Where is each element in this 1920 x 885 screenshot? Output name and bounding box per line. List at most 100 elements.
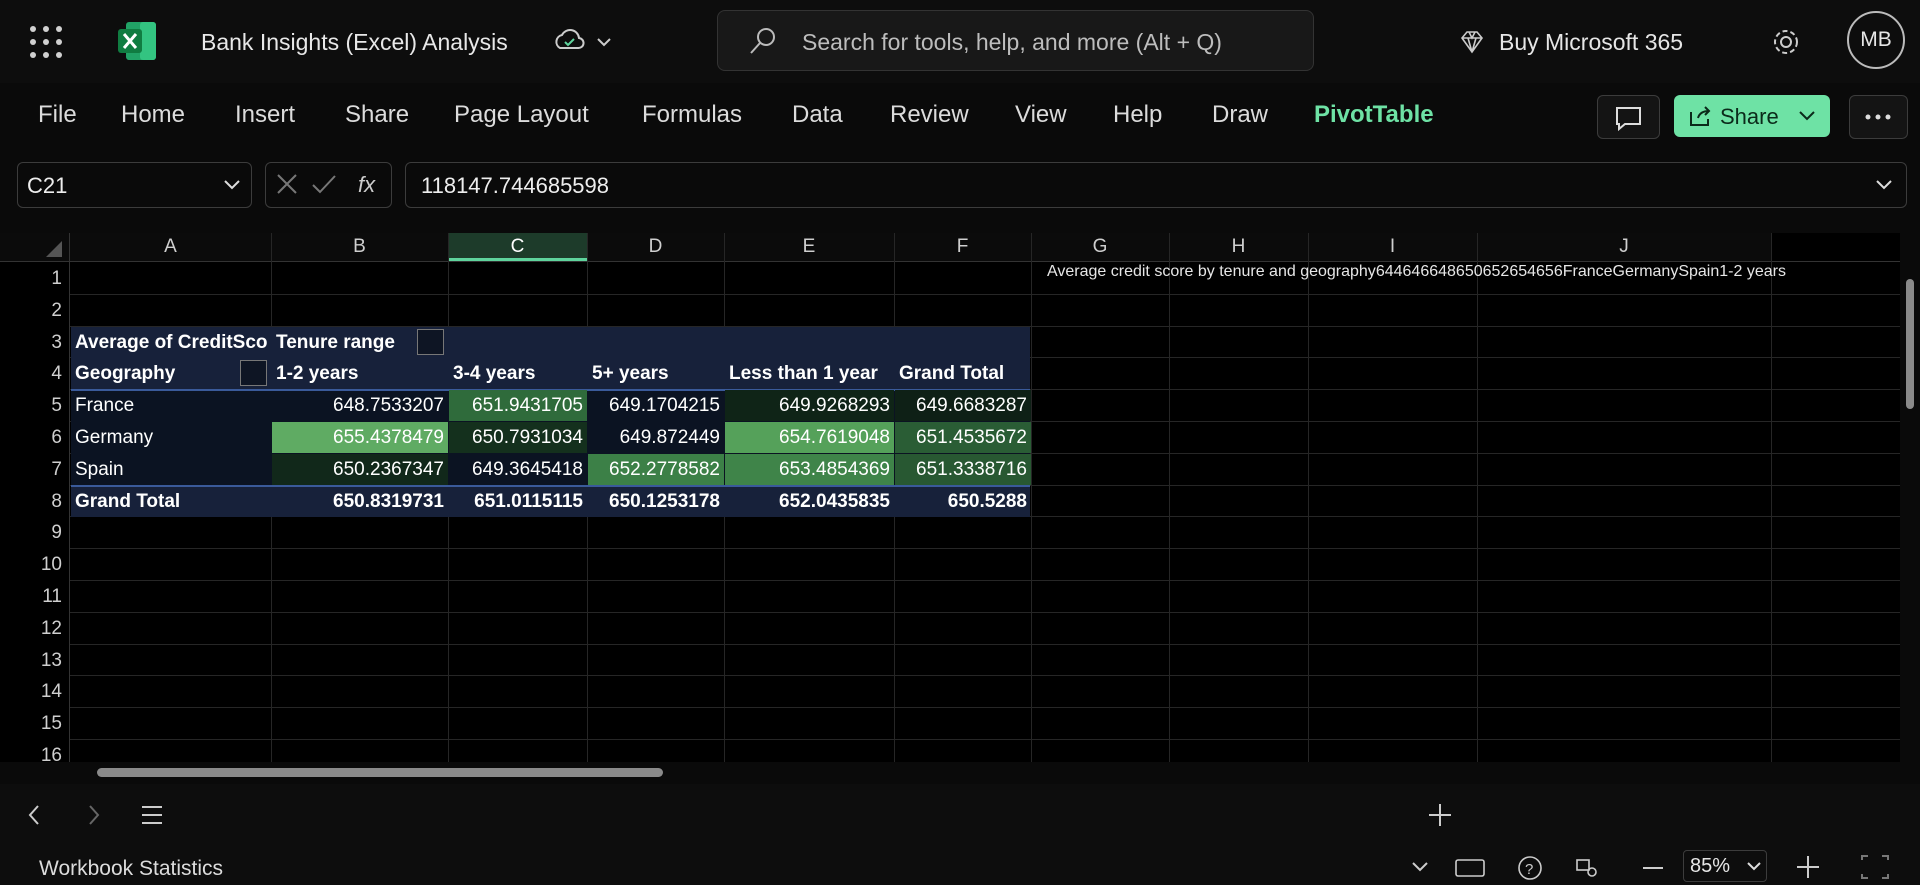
cell[interactable]: 649.3645418 — [472, 458, 583, 480]
ribbon-tab[interactable]: PivotTable — [1314, 101, 1434, 128]
cell[interactable]: Average of CreditSco — [75, 331, 268, 353]
ribbon-tab[interactable]: Insert — [235, 101, 296, 128]
column-header[interactable]: A — [70, 233, 271, 261]
settings-button[interactable] — [1770, 26, 1802, 58]
workbook-statistics[interactable]: Workbook Statistics — [39, 857, 224, 880]
more-button[interactable] — [1849, 95, 1908, 139]
cell[interactable]: 651.0115115 — [474, 490, 583, 512]
cell[interactable]: 650.8319731 — [333, 490, 444, 512]
column-gridline — [1771, 233, 1772, 762]
cell[interactable]: 655.4378479 — [272, 422, 448, 453]
cell[interactable]: 1-2 years — [276, 363, 359, 385]
row-filter-button[interactable] — [240, 360, 267, 387]
cell[interactable]: 653.4854369 — [725, 453, 894, 485]
row-header[interactable]: 8 — [51, 490, 62, 512]
row-header[interactable]: 9 — [51, 522, 62, 544]
cell[interactable]: 650.1253178 — [609, 490, 720, 512]
search-placeholder[interactable]: Search for tools, help, and more (Alt + … — [802, 29, 1222, 55]
column-header[interactable]: D — [587, 233, 724, 261]
add-sheet[interactable] — [1425, 800, 1455, 830]
ribbon-tab[interactable]: Page Layout — [454, 101, 589, 128]
cell[interactable]: 649.872449 — [619, 427, 720, 448]
cell[interactable]: 649.9268293 — [725, 390, 894, 422]
column-header[interactable]: I — [1308, 233, 1477, 261]
cell[interactable]: 650.7931034 — [449, 422, 587, 453]
column-header[interactable]: E — [724, 233, 894, 261]
formula-input[interactable]: 118147.744685598 — [405, 162, 1907, 208]
row-header[interactable]: 16 — [40, 745, 62, 762]
column-header[interactable]: C — [448, 233, 587, 261]
excel-logo — [118, 22, 156, 60]
vertical-scrollbar[interactable] — [1900, 261, 1920, 762]
cell[interactable]: 652.0435835 — [779, 490, 890, 512]
cell[interactable]: 3-4 years — [453, 363, 536, 385]
y-tick-label: 650 — [1455, 263, 1483, 280]
comments-button[interactable] — [1597, 95, 1660, 139]
chart[interactable]: Average credit score by tenure and geogr… — [1047, 263, 1786, 281]
ribbon-tab[interactable]: Data — [792, 101, 843, 128]
column-filter-button[interactable] — [417, 328, 444, 355]
column-header[interactable]: G — [1031, 233, 1169, 261]
share-button[interactable]: Share — [1674, 95, 1830, 137]
column-header[interactable]: F — [894, 233, 1031, 261]
row-header[interactable]: 15 — [40, 713, 62, 735]
buy-link[interactable]: Buy Microsoft 365 — [1499, 29, 1684, 55]
column-header[interactable]: H — [1169, 233, 1308, 261]
formula-expand[interactable] — [1874, 177, 1894, 193]
cell[interactable]: Spain — [75, 458, 124, 480]
ribbon-tab[interactable]: View — [1015, 101, 1067, 128]
cell[interactable]: 650.2367347 — [272, 453, 448, 485]
workbook-title[interactable]: Bank Insights (Excel) Analysis — [201, 29, 508, 55]
cell[interactable]: 648.7533207 — [333, 395, 444, 417]
row-header[interactable]: 11 — [42, 586, 62, 607]
row-header[interactable]: 3 — [51, 331, 62, 353]
cell[interactable]: Geography — [75, 363, 176, 385]
cell[interactable]: 649.1704215 — [609, 395, 720, 417]
cell[interactable]: 5+ years — [592, 363, 669, 385]
row-header[interactable]: 14 — [40, 681, 62, 703]
row-header[interactable]: 6 — [51, 427, 62, 448]
app-launcher[interactable] — [28, 24, 64, 60]
row-header[interactable]: 7 — [51, 458, 62, 480]
row-header[interactable]: 2 — [51, 299, 62, 321]
row-gridline — [70, 675, 1900, 677]
ribbon-tab[interactable]: Help — [1113, 101, 1163, 128]
cell[interactable]: 651.3338716 — [895, 453, 1031, 485]
row-header[interactable]: 12 — [40, 617, 62, 639]
cell[interactable]: 650.5288 — [947, 490, 1027, 512]
ribbon-tab[interactable]: Draw — [1212, 101, 1269, 128]
row-header[interactable]: 4 — [51, 363, 62, 385]
cell[interactable]: Grand Total — [899, 363, 1005, 385]
account-avatar[interactable]: MB — [1847, 11, 1905, 69]
name-box[interactable]: C21 — [17, 162, 252, 208]
ribbon-tab[interactable]: Share — [345, 101, 410, 128]
cell[interactable]: France — [75, 395, 135, 417]
row-header[interactable]: 10 — [40, 554, 62, 576]
zoom-select[interactable]: 85% — [1683, 850, 1767, 882]
cell[interactable]: 651.4535672 — [895, 422, 1031, 453]
cell[interactable]: Germany — [75, 427, 154, 448]
ribbon-tab[interactable]: File — [38, 101, 77, 128]
zoom-controls[interactable] — [1794, 852, 1914, 882]
cell[interactable]: Less than 1 year — [729, 363, 878, 385]
cell[interactable]: Tenure range — [276, 331, 395, 353]
cell[interactable]: 652.2778582 — [588, 453, 724, 485]
row-header[interactable]: 1 — [51, 268, 62, 289]
cell[interactable]: 651.9431705 — [449, 390, 587, 422]
horizontal-scrollbar[interactable] — [70, 762, 1900, 782]
ribbon-tab[interactable]: Formulas — [642, 101, 743, 128]
cell[interactable]: Grand Total — [75, 490, 181, 512]
horizontal-scroll-thumb[interactable] — [97, 768, 663, 777]
sheet-nav[interactable] — [20, 800, 180, 830]
ribbon-tab[interactable]: Review — [890, 101, 969, 128]
ribbon-tab[interactable]: Home — [121, 101, 186, 128]
vertical-scroll-thumb[interactable] — [1906, 279, 1914, 409]
save-status[interactable] — [552, 28, 616, 56]
search-box[interactable] — [717, 10, 1314, 71]
column-header[interactable]: J — [1477, 233, 1771, 261]
column-header[interactable]: B — [271, 233, 448, 261]
cell[interactable]: 649.6683287 — [895, 390, 1031, 422]
cell[interactable]: 654.7619048 — [725, 422, 894, 453]
row-header[interactable]: 5 — [51, 395, 62, 417]
row-header[interactable]: 13 — [40, 649, 62, 671]
